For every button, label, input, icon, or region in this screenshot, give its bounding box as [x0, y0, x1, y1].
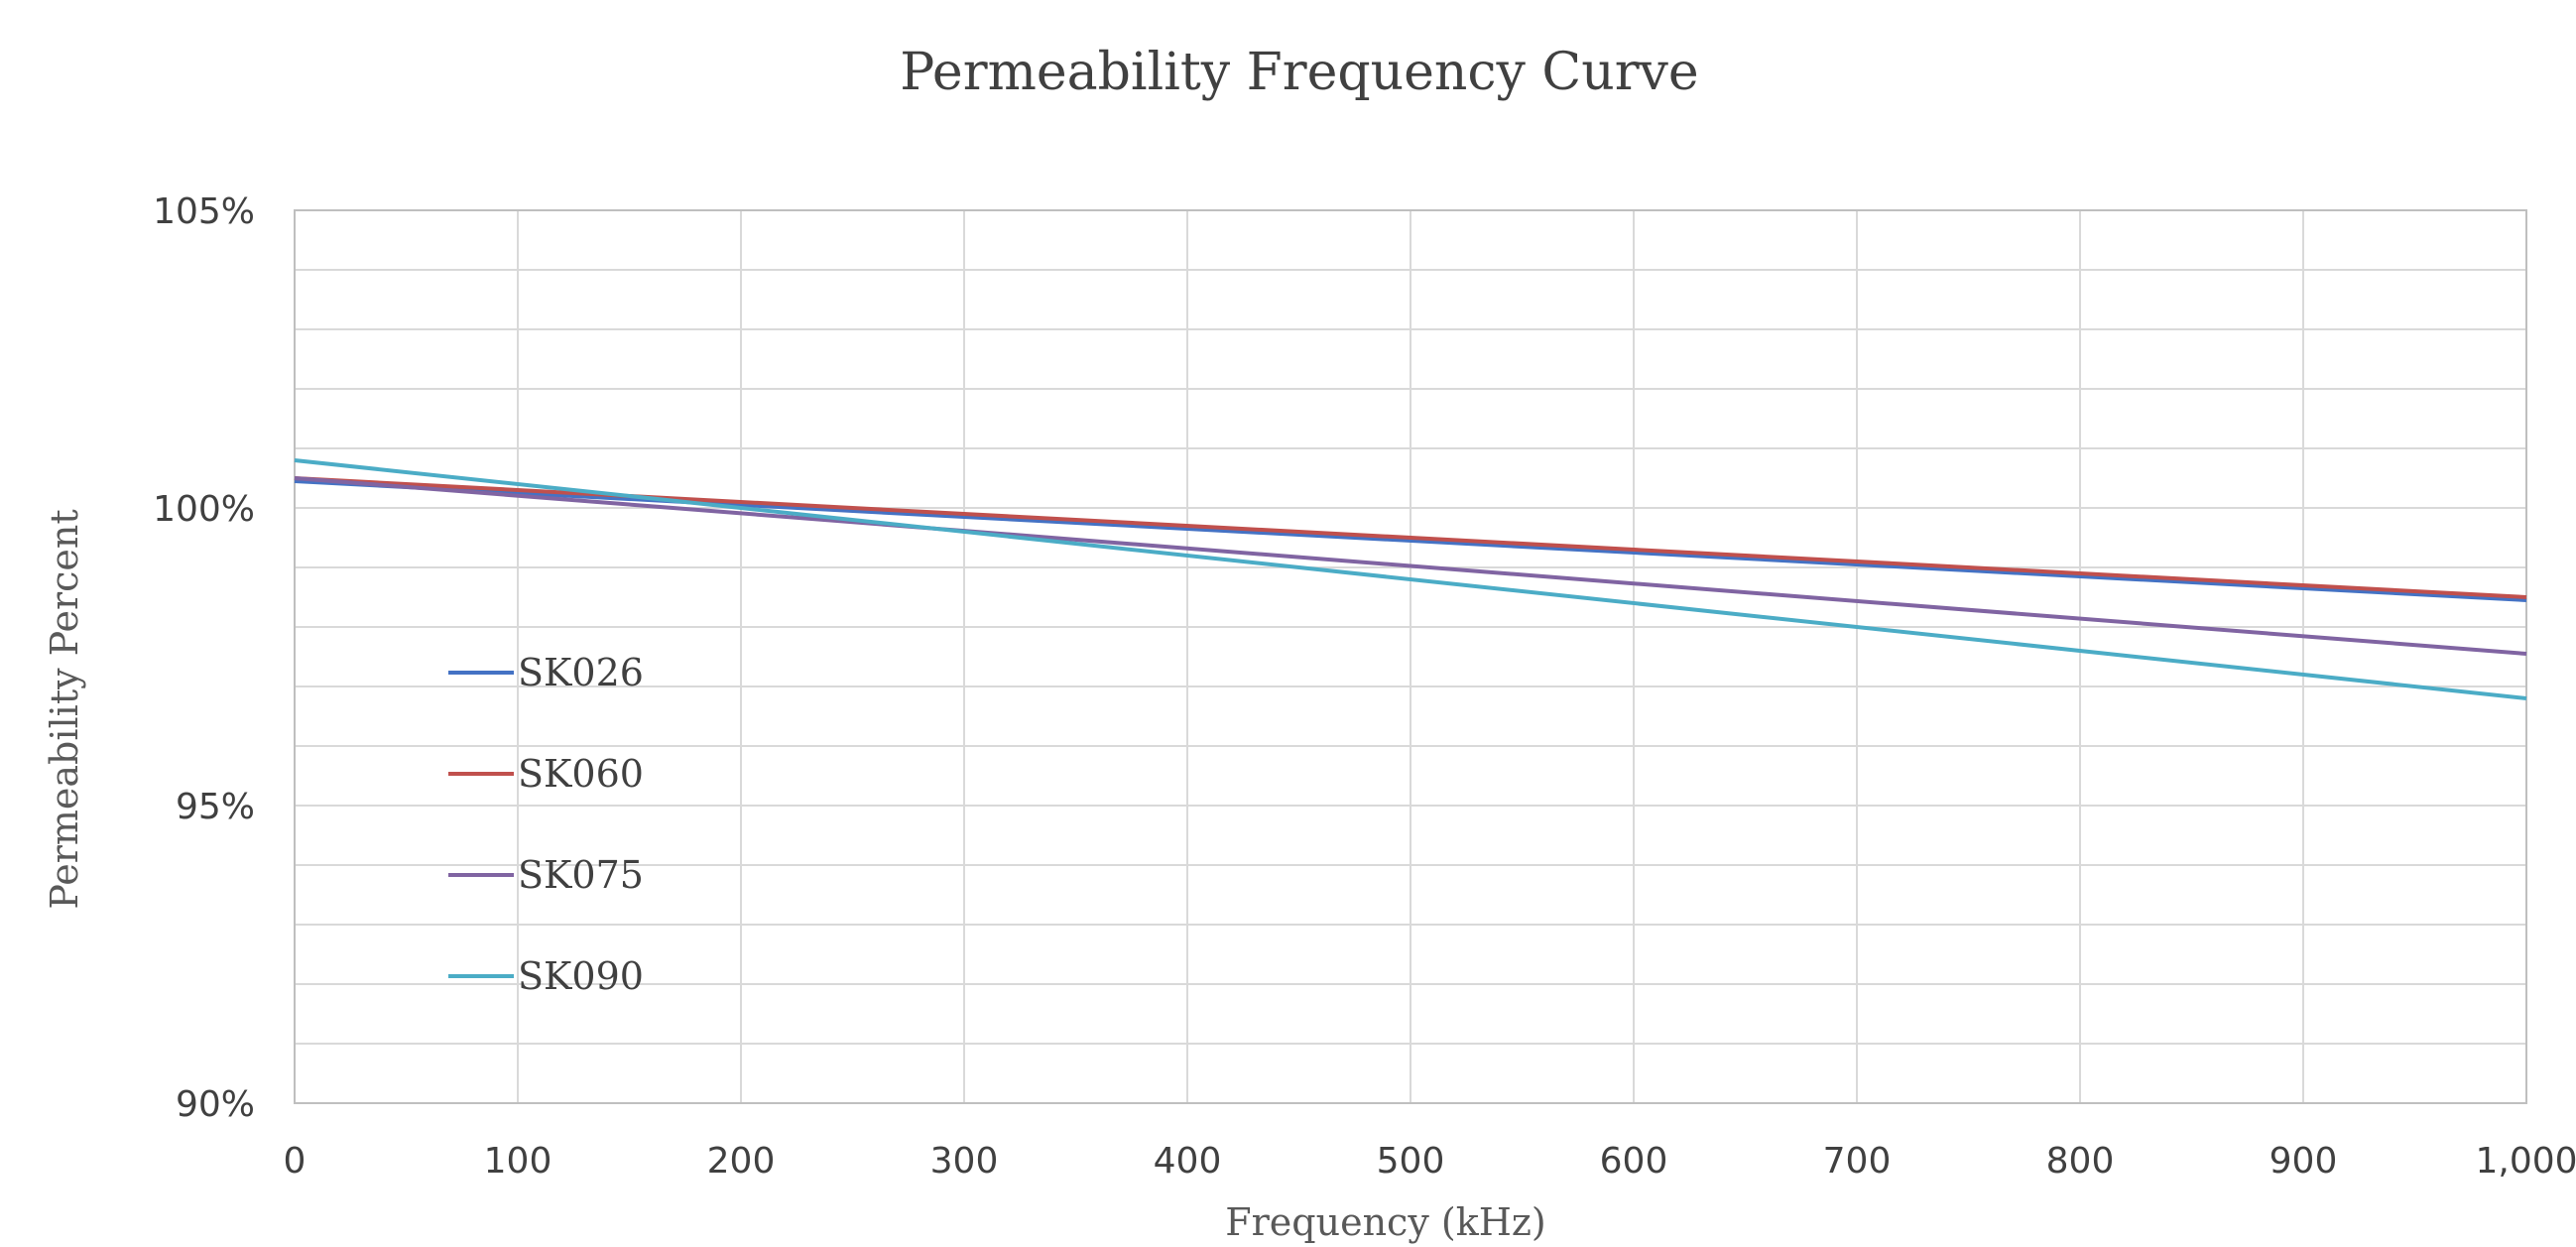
- legend-item-sk090: SK090: [448, 954, 644, 998]
- plot-area: [294, 209, 2527, 1104]
- series-lines: [294, 458, 2527, 700]
- plot-border: [294, 209, 2527, 1104]
- x-tick-label: 500: [1377, 1141, 1445, 1182]
- y-axis-label: Permeability Percent: [43, 509, 86, 909]
- x-axis-label: Frequency (kHz): [1225, 1200, 1545, 1244]
- x-tick-label: 400: [1154, 1141, 1222, 1182]
- legend-item-sk026: SK026: [448, 651, 644, 694]
- legend-label: SK090: [518, 954, 644, 998]
- y-axis-ticks: 90% 95% 100% 105%: [153, 191, 255, 1125]
- legend-item-sk060: SK060: [448, 752, 644, 796]
- x-tick-label: 100: [484, 1141, 552, 1182]
- x-tick-label: 600: [1600, 1141, 1668, 1182]
- x-tick-label: 900: [2269, 1141, 2338, 1182]
- y-tick-label: 100%: [153, 489, 255, 530]
- x-tick-label: 700: [1823, 1141, 1892, 1182]
- series-line-sk090: [294, 458, 2527, 700]
- legend-item-sk075: SK075: [448, 853, 644, 897]
- series-line-sk075: [294, 476, 2527, 656]
- legend-label: SK060: [518, 752, 644, 796]
- legend-label: SK026: [518, 651, 644, 694]
- x-tick-label: 0: [284, 1141, 307, 1182]
- x-tick-label: 200: [707, 1141, 776, 1182]
- x-tick-label: 800: [2046, 1141, 2115, 1182]
- y-tick-label: 90%: [176, 1084, 255, 1125]
- y-tick-label: 105%: [153, 191, 255, 232]
- x-tick-label: 1,000: [2475, 1141, 2576, 1182]
- y-tick-label: 95%: [176, 787, 255, 827]
- x-tick-label: 300: [930, 1141, 999, 1182]
- x-axis-ticks: 0 100 200 300 400 500 600 700 800 900 1,000: [284, 1141, 2576, 1182]
- chart-title: Permeability Frequency Curve: [900, 43, 1698, 102]
- legend: SK026 SK060 SK075 SK090: [448, 651, 644, 998]
- legend-label: SK075: [518, 853, 644, 897]
